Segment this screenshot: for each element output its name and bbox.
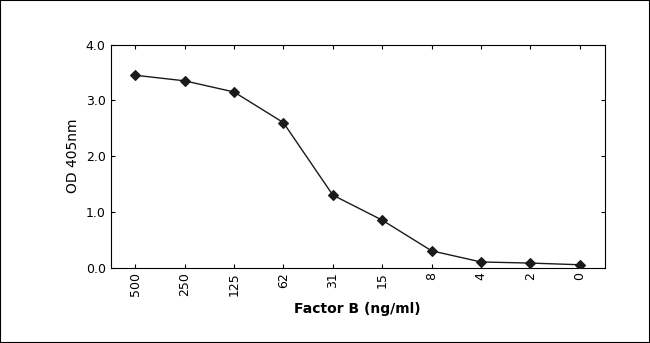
- X-axis label: Factor B (ng/ml): Factor B (ng/ml): [294, 302, 421, 316]
- Y-axis label: OD 405nm: OD 405nm: [66, 119, 80, 193]
